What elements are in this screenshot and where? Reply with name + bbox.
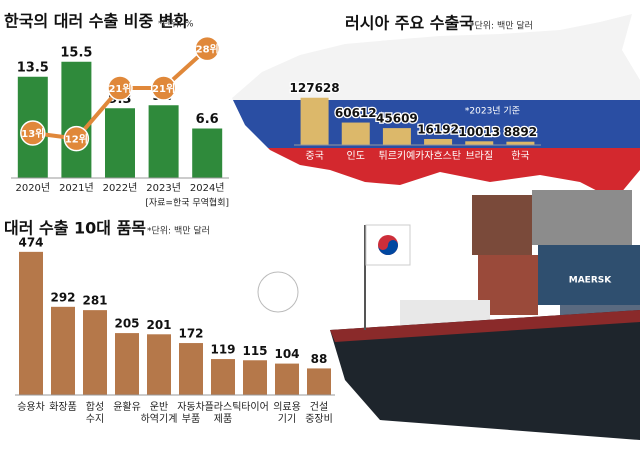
x-tick-label: 한국 bbox=[511, 150, 529, 162]
ship: MAERSK bbox=[330, 190, 640, 440]
x-tick-label: 브라질 bbox=[465, 150, 493, 162]
value-label: 60612 bbox=[335, 106, 377, 120]
value-label: 15.5 bbox=[60, 45, 92, 60]
rank-marker bbox=[20, 120, 46, 146]
note: *2023년 기준 bbox=[465, 106, 520, 117]
source: [자료=한국 무역협회] bbox=[145, 197, 229, 209]
value-label: 292 bbox=[50, 290, 75, 304]
x-tick-label: 2021년 bbox=[59, 182, 94, 194]
value-label: 172 bbox=[178, 327, 203, 341]
bar bbox=[382, 128, 411, 145]
rank-label: 21위 bbox=[108, 82, 131, 95]
rank-label: 12위 bbox=[65, 133, 88, 146]
value-label: 115 bbox=[242, 344, 267, 358]
chart-title: 러시아 주요 수출국 bbox=[345, 14, 474, 33]
bar bbox=[465, 141, 494, 145]
bar bbox=[148, 105, 179, 178]
x-tick-label: 윤활유 bbox=[113, 402, 141, 413]
bar bbox=[424, 139, 453, 145]
bar bbox=[179, 343, 203, 395]
x-tick-label: 인도 bbox=[347, 150, 365, 162]
bar bbox=[19, 251, 43, 395]
bar bbox=[83, 310, 107, 395]
x-tick-label: 플라스틱 제품 bbox=[204, 402, 242, 425]
bar bbox=[341, 122, 370, 145]
value-label: 281 bbox=[82, 294, 107, 308]
unit-note: *단위: % bbox=[158, 19, 194, 30]
value-label: 45609 bbox=[376, 112, 418, 126]
rank-marker bbox=[107, 75, 133, 101]
value-label: 104 bbox=[274, 347, 299, 361]
x-tick-label: 타이어 bbox=[241, 402, 269, 413]
bar bbox=[115, 333, 139, 395]
bar bbox=[506, 141, 535, 145]
rank-marker bbox=[63, 125, 90, 152]
rank-label: 21위 bbox=[152, 82, 175, 95]
chart-title: 한국의 대러 수출 비중 변화 bbox=[4, 12, 188, 31]
bar bbox=[300, 97, 329, 145]
x-tick-label: 2022년 bbox=[103, 182, 138, 194]
value-label: 13.5 bbox=[17, 60, 49, 75]
x-tick-label: 운반 하역기계 bbox=[140, 402, 178, 425]
value-label: 201 bbox=[146, 318, 171, 332]
x-tick-label: 중국 bbox=[305, 150, 323, 162]
rank-label: 13위 bbox=[21, 127, 44, 140]
x-tick-label: 합성 수지 bbox=[85, 402, 105, 425]
bar bbox=[211, 359, 235, 395]
bar bbox=[192, 128, 223, 178]
unit-note: *단위: 백만 달러 bbox=[470, 20, 533, 32]
bar bbox=[307, 368, 331, 395]
x-tick-label: 2020년 bbox=[15, 182, 50, 194]
bar bbox=[275, 363, 299, 395]
value-label: 205 bbox=[114, 317, 139, 331]
value-label: 16192 bbox=[417, 123, 459, 137]
value-label: 8892 bbox=[504, 125, 537, 139]
value-label: 119 bbox=[210, 343, 235, 357]
icon bbox=[257, 271, 299, 313]
x-tick-label: 건설 중장비 bbox=[305, 402, 333, 425]
value-label: 10013 bbox=[458, 125, 500, 139]
bar bbox=[61, 61, 92, 178]
x-tick-label: 자동차 부품 bbox=[177, 402, 205, 425]
x-tick-label: 의료용 기기 bbox=[273, 402, 301, 425]
rank-label: 28위 bbox=[196, 43, 219, 56]
value-label: 6.6 bbox=[196, 112, 219, 127]
x-tick-label: 카자흐스탄 bbox=[415, 150, 461, 162]
svg-text:MAERSK: MAERSK bbox=[569, 276, 612, 286]
x-tick-label: 2024년 bbox=[190, 182, 225, 194]
x-tick-label: 튀르키예 bbox=[379, 150, 416, 162]
chart-title: 대러 수출 10대 품목 bbox=[4, 219, 146, 238]
bar bbox=[51, 306, 75, 395]
bar bbox=[243, 360, 267, 395]
unit-note: *단위: 백만 달러 bbox=[147, 225, 210, 237]
rank-marker bbox=[194, 35, 220, 62]
bar bbox=[105, 108, 135, 178]
x-tick-label: 2023년 bbox=[146, 182, 181, 194]
value-label: 127628 bbox=[290, 81, 340, 95]
rank-marker bbox=[150, 75, 177, 101]
x-tick-label: 승용차 bbox=[17, 402, 45, 413]
value-label: 88 bbox=[311, 352, 328, 366]
x-tick-label: 화장품 bbox=[49, 402, 77, 413]
value-label: 474 bbox=[18, 235, 43, 249]
bar bbox=[147, 334, 171, 395]
